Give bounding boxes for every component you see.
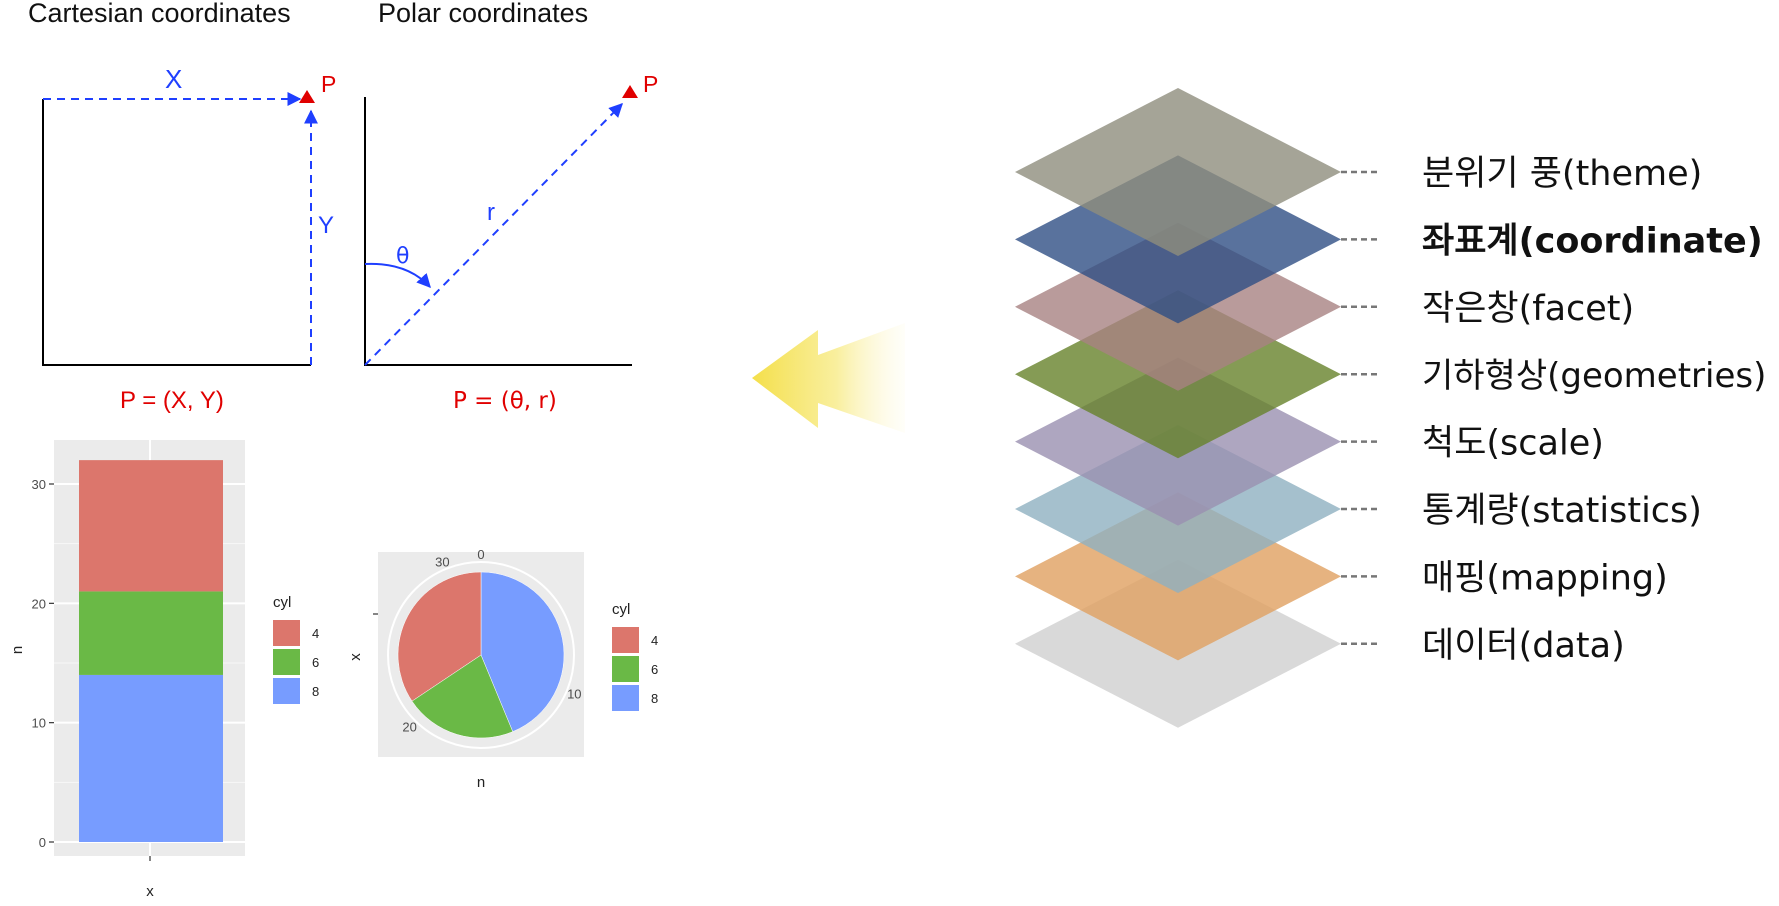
pie-ticks: 0 10 20 30 [402, 547, 581, 734]
point-label-cartesian: P [321, 71, 336, 97]
layer-label-3: 작은창(facet) [1422, 289, 1634, 329]
bar-y-tick-label: 20 [32, 596, 46, 611]
bar-y-tick-label: 30 [32, 477, 46, 492]
pie-x-title: n [477, 774, 485, 791]
pie-tick-label: 30 [435, 555, 449, 570]
bar-segment-cyl-8 [79, 674, 223, 842]
pie-chart: 0 10 20 30 x n cyl 4 6 8 [347, 547, 658, 791]
bar-y-title: n [9, 646, 26, 654]
bar-y-ticks: 0 10 20 30 [32, 477, 54, 850]
bar-segment-cyl-6 [79, 591, 223, 675]
yellow-left-arrow [752, 323, 905, 433]
r-label: r [487, 199, 495, 226]
point-marker-polar [622, 85, 638, 98]
bar-legend: 4 6 8 [273, 620, 319, 704]
pie-slice-cyl-8 [480, 571, 565, 733]
cartesian-formula: P = (X, Y) [120, 387, 224, 414]
theta-arc-arrow [364, 262, 431, 289]
bar-legend-label: 4 [312, 626, 319, 641]
bar-segment-cyl-4 [79, 460, 223, 592]
layer-label-5: 척도(scale) [1422, 424, 1604, 464]
pie-tick-label: 10 [567, 687, 581, 702]
layer-plane-1 [1015, 88, 1341, 256]
bar-y-tick-label: 0 [39, 835, 46, 850]
bar-legend-label: 8 [312, 684, 319, 699]
pie-legend: 4 6 8 [612, 627, 658, 711]
layer-label-7: 매핑(mapping) [1422, 558, 1668, 598]
pie-tick-label: 0 [477, 547, 484, 562]
layer-label-1: 분위기 풍(theme) [1422, 154, 1702, 194]
bar-marks [79, 460, 223, 842]
theta-label: θ [396, 244, 409, 269]
layer-label-2: 좌표계(coordinate) [1422, 221, 1763, 261]
bar-legend-key-6 [273, 649, 300, 675]
x-label: X [165, 64, 182, 94]
pie-legend-label: 4 [651, 633, 658, 648]
pie-legend-title: cyl [612, 601, 630, 618]
pie-legend-label: 6 [651, 662, 658, 677]
pie-tick-label: 20 [402, 719, 416, 734]
bar-legend-title: cyl [273, 594, 291, 611]
layer-label-4: 기하형상(geometries) [1422, 356, 1766, 396]
cartesian-title: Cartesian coordinates [28, 0, 291, 28]
bar-chart: 0 10 20 30 n x cyl 4 6 8 [9, 440, 319, 900]
bar-y-tick-label: 10 [32, 716, 46, 731]
polar-title: Polar coordinates [378, 0, 588, 28]
pie-y-title: x [347, 653, 364, 661]
pie-legend-label: 8 [651, 691, 658, 706]
polar-diagram: θ r P P = (θ, r) [364, 71, 658, 414]
bar-legend-key-8 [273, 678, 300, 704]
pie-slice-cyl-4 [397, 571, 482, 702]
point-marker-cartesian [299, 90, 315, 103]
pie-outer-gridline [387, 561, 575, 749]
pie-slice-cyl-6 [411, 654, 514, 739]
pie-legend-key-6 [612, 656, 639, 682]
polar-formula: P = (θ, r) [453, 388, 557, 414]
point-label-polar: P [643, 71, 658, 97]
coordinate-diagrams: Cartesian coordinates Polar coordinates … [28, 0, 658, 414]
pie-legend-key-8 [612, 685, 639, 711]
layer-label-6: 통계량(statistics) [1422, 491, 1702, 531]
cartesian-axes [42, 99, 311, 366]
cartesian-diagram: X Y P P = (X, Y) [42, 64, 336, 414]
pie-legend-key-4 [612, 627, 639, 653]
bar-legend-key-4 [273, 620, 300, 646]
pie-marks [397, 571, 565, 739]
r-dashed-arrow [364, 103, 623, 366]
y-label: Y [318, 212, 334, 239]
layer-label-8: 데이터(data) [1422, 626, 1625, 666]
bar-legend-label: 6 [312, 655, 319, 670]
bar-x-title: x [146, 883, 154, 900]
grammar-layer-stack: 분위기 풍(theme) 좌표계(coordinate) 작은창(facet) 기하형… [1015, 88, 1766, 728]
